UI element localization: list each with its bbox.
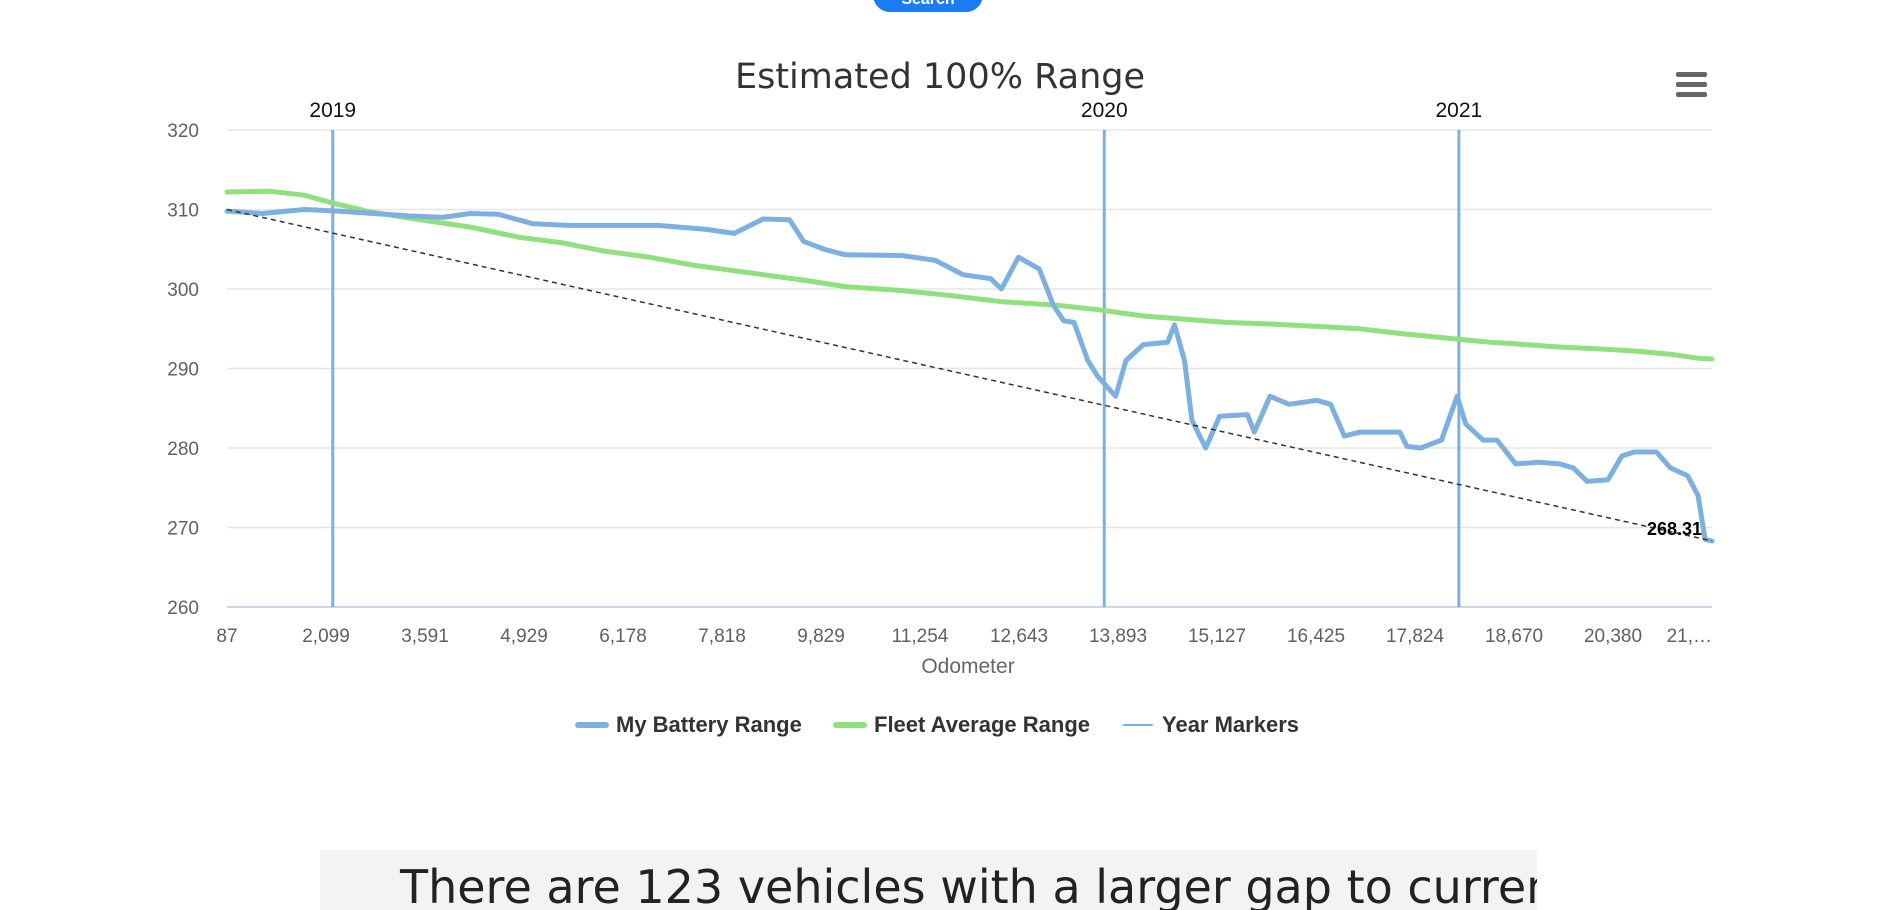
series-line-fleet-average-range [224,188,1715,362]
trend-line: 268.31 [226,208,1713,542]
trend-end-label: 268.31 [1647,519,1702,539]
legend-label: My Battery Range [616,712,802,737]
y-tick-label: 290 [167,360,199,381]
legend-item-fleet-average-range[interactable]: Fleet Average Range [833,712,1090,737]
x-axis-ticks: 87 2,099 3,591 4,929 6,178 7,818 9,829 11,254 12… [216,626,1712,647]
x-tick-label: 9,829 [797,626,845,647]
year-markers: 2019 2020 2021 [309,99,1482,607]
x-tick-label: 18,670 [1485,626,1543,647]
x-tick-label: 16,425 [1287,626,1345,647]
x-axis-title: Odometer [921,655,1014,678]
legend-item-year-markers[interactable]: Year Markers [1123,712,1299,737]
legend: My Battery Range Fleet Average Range Year … [575,712,1299,737]
legend-label: Fleet Average Range [874,712,1090,737]
year-marker-label: 2020 [1081,99,1128,122]
legend-item-my-battery-range[interactable]: My Battery Range [575,712,802,737]
summary-text: There are 123 vehicles with a larger gap… [400,860,1537,910]
x-tick-label: 12,643 [990,626,1048,647]
x-tick-label: 13,893 [1089,626,1147,647]
year-marker-label: 2021 [1436,99,1483,122]
x-tick-label: 3,591 [401,626,449,647]
x-tick-label: 4,929 [500,626,548,647]
x-tick-label: 2,099 [302,626,350,647]
y-tick-label: 300 [167,280,199,301]
legend-label: Year Markers [1162,712,1299,737]
trend-line-dashed [226,208,1713,542]
x-tick-label: 87 [216,626,237,647]
grid-lines [227,129,1712,608]
chart-title: Estimated 100% Range [735,57,1145,97]
y-tick-label: 270 [167,519,199,540]
y-tick-label: 320 [167,121,199,142]
x-tick-label: 11,254 [892,626,949,647]
y-tick-label: 310 [167,201,199,222]
summary-panel: There are 123 vehicles with a larger gap… [320,850,1537,910]
x-tick-label: 20,380 [1584,626,1642,647]
range-chart: Estimated 100% Range 260 270 280 290 300 310 3… [167,57,1715,737]
y-tick-label: 260 [167,598,199,619]
y-tick-label: 280 [167,439,199,460]
x-tick-label: 6,178 [599,626,647,647]
hamburger-menu-icon[interactable] [1676,72,1707,97]
y-axis-ticks: 260 270 280 290 300 310 320 [167,121,199,619]
x-tick-label: 21,… [1667,626,1712,647]
series-lines [224,188,1715,544]
x-tick-label: 15,127 [1188,626,1246,647]
search-button[interactable]: Search [873,0,983,12]
series-line-my-battery-range [224,207,1715,544]
x-tick-label: 17,824 [1386,626,1445,647]
x-tick-label: 7,818 [698,626,746,647]
year-marker-label: 2019 [309,99,356,122]
